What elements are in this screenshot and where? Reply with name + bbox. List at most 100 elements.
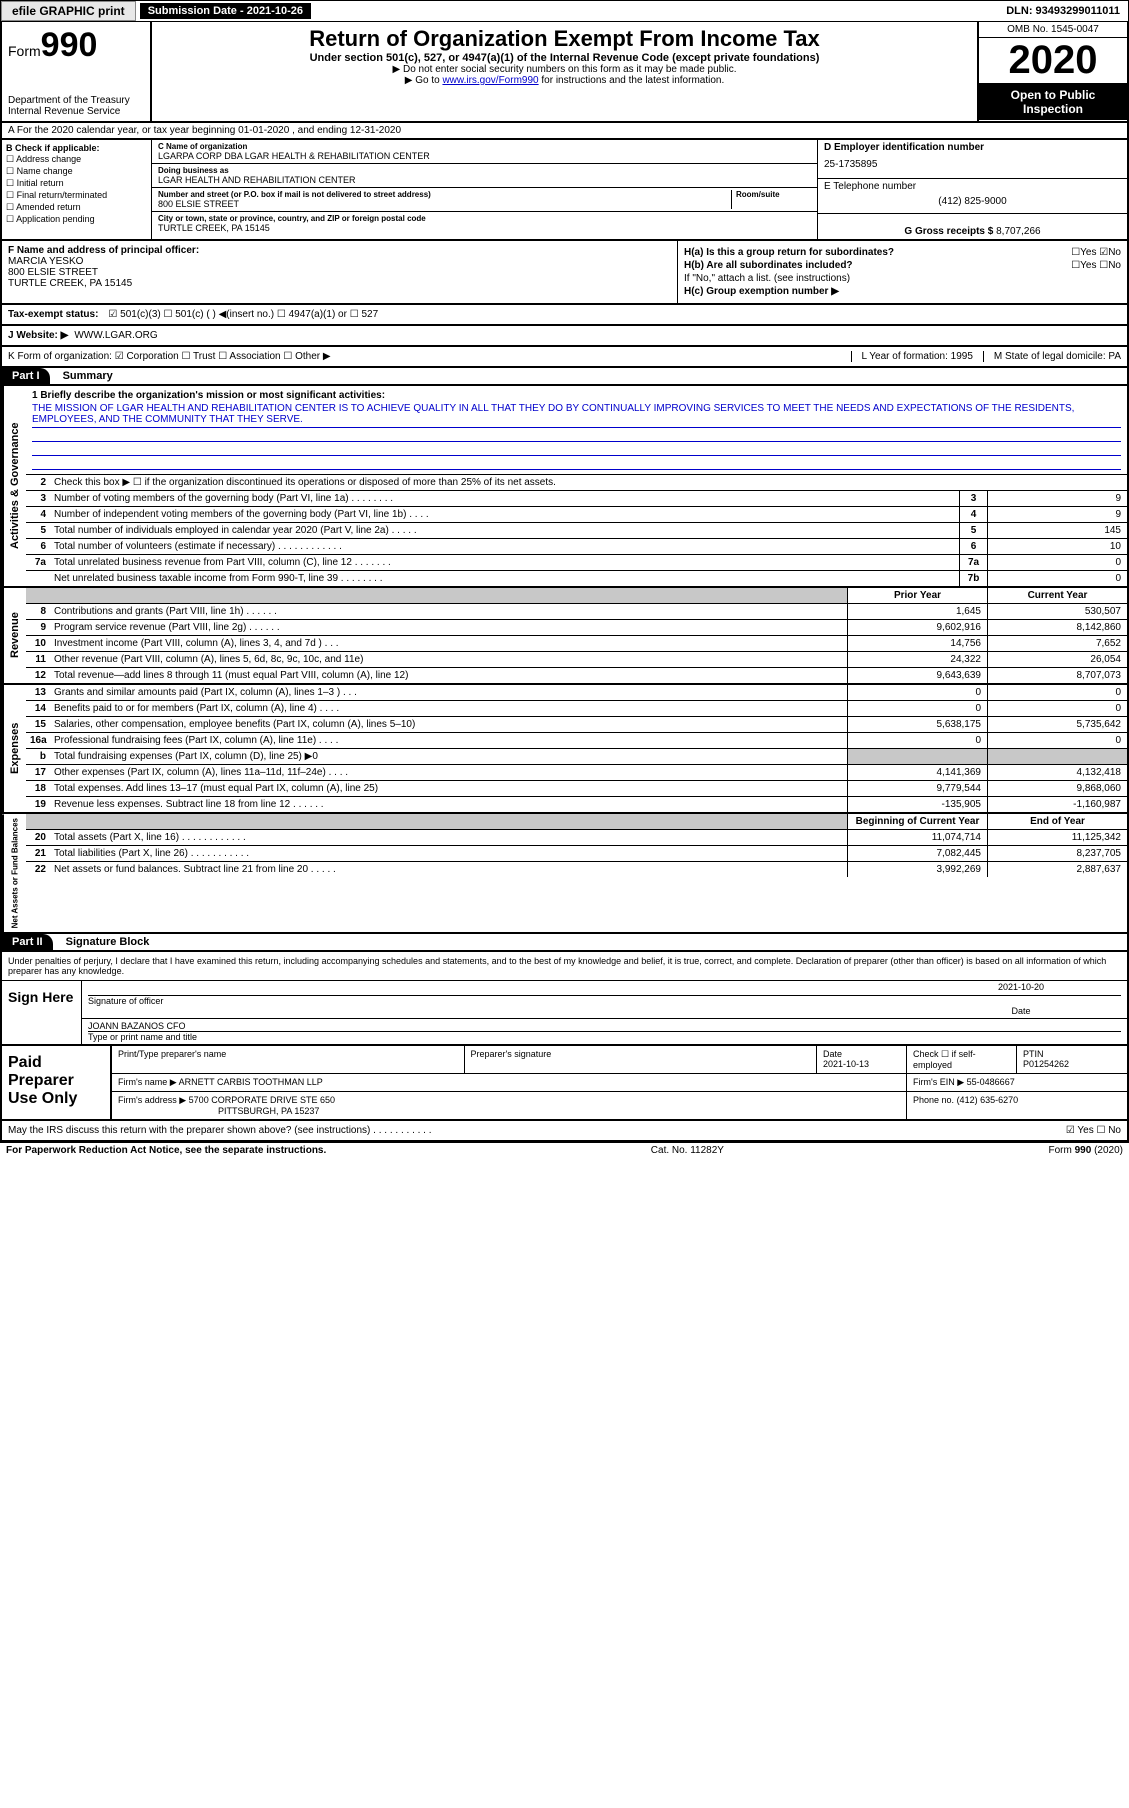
line-text: Other revenue (Part VIII, column (A), li… — [50, 652, 847, 667]
line-text: Total revenue—add lines 8 through 11 (mu… — [50, 668, 847, 683]
tel-label: E Telephone number — [824, 181, 1121, 192]
blank-line-1 — [32, 428, 1121, 442]
line-value: 9 — [987, 491, 1127, 506]
prior-value: 4,141,369 — [847, 765, 987, 780]
line-2-text: Check this box ▶ ☐ if the organization d… — [50, 475, 1127, 490]
row-a-tax-year: A For the 2020 calendar year, or tax yea… — [0, 123, 1129, 140]
officer-label: F Name and address of principal officer: — [8, 245, 671, 256]
self-emp-check[interactable]: Check ☐ if self-employed — [907, 1046, 1017, 1073]
form-num: 990 — [41, 26, 98, 64]
date-label: Date — [1011, 1006, 1030, 1016]
discuss-answer[interactable]: ☑ Yes ☐ No — [1066, 1125, 1121, 1136]
ein-value: 25-1735895 — [824, 153, 1121, 176]
prior-value: 14,756 — [847, 636, 987, 651]
current-value: 8,142,860 — [987, 620, 1127, 635]
dept-treasury: Department of the Treasury — [8, 95, 144, 106]
line-text: Total assets (Part X, line 16) . . . . .… — [50, 830, 847, 845]
exp-line-18: 18 Total expenses. Add lines 13–17 (must… — [26, 781, 1127, 797]
addr-cell: Number and street (or P.O. box if mail i… — [152, 188, 817, 212]
begin-value: 11,074,714 — [847, 830, 987, 845]
form-organization[interactable]: K Form of organization: ☑ Corporation ☐ … — [8, 351, 331, 362]
sig-fields: Signature of officer 2021-10-20 Date JOA… — [82, 981, 1127, 1044]
exp-line-b: b Total fundraising expenses (Part IX, c… — [26, 749, 1127, 765]
gov-line-6: 6 Total number of volunteers (estimate i… — [26, 539, 1127, 555]
firm-addr-label: Firm's address ▶ — [118, 1095, 186, 1105]
check-initial-return[interactable]: ☐ Initial return — [6, 178, 147, 189]
line-num: 3 — [26, 491, 50, 506]
current-value: -1,160,987 — [987, 797, 1127, 812]
page-footer: For Paperwork Reduction Act Notice, see … — [0, 1142, 1129, 1158]
line-num: 13 — [26, 685, 50, 700]
sig-date: 2021-10-20 — [921, 982, 1121, 992]
tax-year: 2020 — [979, 38, 1127, 84]
current-value: 530,507 — [987, 604, 1127, 619]
tax-exempt-label: Tax-exempt status: — [8, 309, 98, 320]
current-value: 26,054 — [987, 652, 1127, 667]
top-bar: efile GRAPHIC print Submission Date - 20… — [0, 0, 1129, 22]
org-name-cell: C Name of organization LGARPA CORP DBA L… — [152, 140, 817, 164]
line-text: Total expenses. Add lines 13–17 (must eq… — [50, 781, 847, 796]
prior-value: 5,638,175 — [847, 717, 987, 732]
check-amended[interactable]: ☐ Amended return — [6, 202, 147, 213]
submission-date: Submission Date - 2021-10-26 — [140, 3, 311, 19]
line-value: 0 — [987, 571, 1127, 586]
org-name-label: C Name of organization — [158, 142, 811, 151]
line-text: Salaries, other compensation, employee b… — [50, 717, 847, 732]
firm-name: ARNETT CARBIS TOOTHMAN LLP — [179, 1077, 323, 1087]
line-num: 7a — [26, 555, 50, 570]
line-box: 5 — [959, 523, 987, 538]
ssn-note: ▶ Do not enter social security numbers o… — [158, 64, 971, 75]
firm-addr: 5700 CORPORATE DRIVE STE 650 — [189, 1095, 335, 1105]
form-title: Return of Organization Exempt From Incom… — [158, 26, 971, 52]
line-text: Professional fundraising fees (Part IX, … — [50, 733, 847, 748]
form-number: Form990 — [8, 26, 144, 65]
officer-typed-name: JOANN BAZANOS CFO — [88, 1021, 1121, 1032]
gov-line-5: 5 Total number of individuals employed i… — [26, 523, 1127, 539]
website-value[interactable]: WWW.LGAR.ORG — [74, 330, 157, 341]
section-h: H(a) Is this a group return for subordin… — [677, 241, 1127, 303]
col-prior-year: Prior Year — [847, 588, 987, 603]
line-text: Number of independent voting members of … — [50, 507, 959, 522]
ha-answer[interactable]: ☐Yes ☑No — [1071, 247, 1121, 258]
firm-ein-label: Firm's EIN ▶ — [913, 1077, 964, 1087]
form-subtitle: Under section 501(c), 527, or 4947(a)(1)… — [158, 52, 971, 64]
col-header-spacer — [26, 588, 847, 603]
ptin-label: PTIN — [1023, 1049, 1121, 1059]
tel-value: (412) 825-9000 — [824, 192, 1121, 211]
netassets-section: Net Assets or Fund Balances Beginning of… — [0, 814, 1129, 934]
mission-block: 1 Briefly describe the organization's mi… — [26, 386, 1127, 474]
form-footer: Form 990 (2020) — [1049, 1145, 1123, 1156]
addr-value: 800 ELSIE STREET — [158, 199, 731, 209]
line-text: Benefits paid to or for members (Part IX… — [50, 701, 847, 716]
prior-value: 9,602,916 — [847, 620, 987, 635]
line-text: Grants and similar amounts paid (Part IX… — [50, 685, 847, 700]
check-final-return[interactable]: ☐ Final return/terminated — [6, 190, 147, 201]
irs-link[interactable]: www.irs.gov/Form990 — [442, 75, 538, 86]
officer-name-row: JOANN BAZANOS CFO Type or print name and… — [82, 1019, 1127, 1044]
part-ii-title: Signature Block — [56, 936, 150, 948]
gross-cell: G Gross receipts $ 8,707,266 — [818, 214, 1127, 239]
line-num: 15 — [26, 717, 50, 732]
check-pending[interactable]: ☐ Application pending — [6, 214, 147, 225]
tax-exempt-options[interactable]: ☑ 501(c)(3) ☐ 501(c) ( ) ◀(insert no.) ☐… — [108, 309, 378, 320]
current-value: 7,652 — [987, 636, 1127, 651]
hb-answer[interactable]: ☐Yes ☐No — [1071, 260, 1121, 271]
ein-cell: D Employer identification number 25-1735… — [818, 140, 1127, 179]
efile-print-button[interactable]: efile GRAPHIC print — [1, 1, 136, 21]
line-num: 22 — [26, 862, 50, 877]
part-ii-badge: Part II — [2, 934, 53, 950]
line-text: Other expenses (Part IX, column (A), lin… — [50, 765, 847, 780]
check-address-change[interactable]: ☐ Address change — [6, 154, 147, 165]
governance-lines: 1 Briefly describe the organization's mi… — [26, 386, 1127, 586]
ein-label: D Employer identification number — [824, 142, 1121, 153]
part-i-badge: Part I — [2, 368, 50, 384]
paid-body: Print/Type preparer's name Preparer's si… — [112, 1046, 1127, 1119]
current-value: 9,868,060 — [987, 781, 1127, 796]
goto-post: for instructions and the latest informat… — [539, 75, 725, 86]
check-name-change[interactable]: ☐ Name change — [6, 166, 147, 177]
line-num — [26, 571, 50, 586]
line-num: 9 — [26, 620, 50, 635]
firm-addr-row: Firm's address ▶ 5700 CORPORATE DRIVE ST… — [112, 1092, 1127, 1119]
gov-line-4: 4 Number of independent voting members o… — [26, 507, 1127, 523]
form-header: Form990 Department of the Treasury Inter… — [0, 22, 1129, 123]
